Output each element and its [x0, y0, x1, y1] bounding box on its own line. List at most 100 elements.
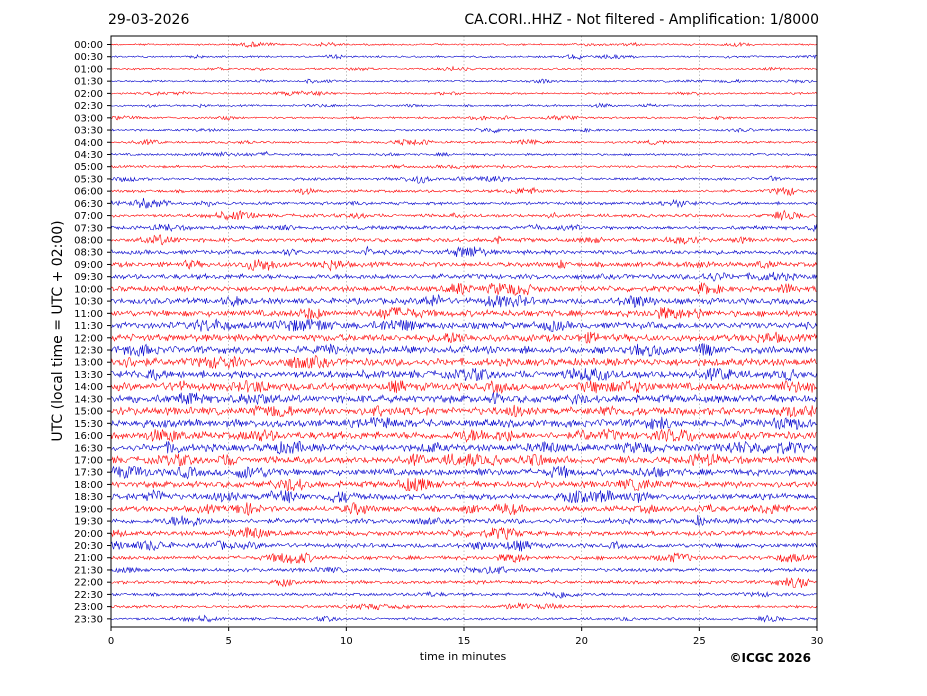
- x-tick-label: 25: [693, 636, 706, 647]
- y-tick-label: 08:00: [74, 236, 103, 247]
- trace-0830: [110, 245, 817, 258]
- y-tick-label: 01:00: [74, 64, 103, 75]
- y-tick-label: 22:00: [74, 578, 103, 589]
- trace-0600: [110, 186, 817, 197]
- y-tick-label: 12:30: [74, 346, 103, 357]
- trace-0800: [110, 234, 817, 246]
- copyright: ©ICGC 2026: [729, 651, 811, 665]
- trace-0930: [110, 271, 817, 282]
- trace-1800: [110, 478, 817, 492]
- trace-0430: [110, 150, 817, 158]
- trace-1730: [110, 465, 817, 480]
- trace-1900: [110, 502, 817, 516]
- y-tick-label: 17:30: [74, 468, 103, 479]
- trace-2300: [110, 602, 817, 611]
- trace-2000: [110, 526, 817, 541]
- trace-0000: [110, 41, 817, 48]
- trace-1230: [110, 342, 817, 358]
- trace-0900: [110, 259, 817, 272]
- y-tick-label: 23:30: [74, 614, 103, 625]
- trace-0230: [110, 102, 817, 109]
- trace-2100: [110, 552, 817, 564]
- trace-0630: [110, 197, 817, 209]
- y-tick-label: 06:30: [74, 199, 103, 210]
- y-tick-label: 02:30: [74, 101, 103, 112]
- trace-1030: [110, 293, 817, 309]
- trace-1430: [110, 392, 817, 406]
- trace-2230: [110, 591, 817, 599]
- y-tick-label: 19:30: [74, 517, 103, 528]
- trace-2030: [110, 540, 817, 552]
- y-tick-label: 20:30: [74, 541, 103, 552]
- x-tick-label: 30: [811, 636, 824, 647]
- trace-0530: [110, 175, 817, 184]
- y-tick-label: 07:00: [74, 211, 103, 222]
- y-tick-label: 08:30: [74, 248, 103, 259]
- y-tick-label: 16:00: [74, 431, 103, 442]
- y-tick-label: 14:00: [74, 382, 103, 393]
- y-tick-label: 14:30: [74, 394, 103, 405]
- y-tick-label: 21:00: [74, 553, 103, 564]
- trace-0330: [110, 127, 817, 134]
- trace-1700: [110, 452, 817, 467]
- chart-title: CA.CORI..HHZ - Not filtered - Amplificat…: [464, 12, 819, 28]
- x-tick-label: 10: [340, 636, 353, 647]
- y-tick-label: 02:00: [74, 89, 103, 100]
- x-tick-label: 0: [108, 636, 114, 647]
- y-tick-label: 18:30: [74, 492, 103, 503]
- y-tick-label: 21:30: [74, 565, 103, 576]
- y-axis-label: UTC (local time = UTC + 02:00): [50, 220, 66, 442]
- y-tick-label: 06:00: [74, 187, 103, 198]
- y-tick-label: 00:30: [74, 52, 103, 63]
- trace-1630: [110, 440, 817, 455]
- y-tick-label: 13:00: [74, 358, 103, 369]
- date-label: 29-03-2026: [108, 12, 190, 28]
- trace-2330: [110, 614, 817, 623]
- x-axis-ticks: 0 5 10 15 20 25 30: [108, 627, 824, 647]
- trace-1130: [111, 318, 817, 332]
- trace-1530: [110, 416, 817, 430]
- trace-2130: [110, 566, 817, 575]
- trace-1930: [110, 514, 817, 528]
- y-tick-label: 03:30: [74, 126, 103, 137]
- trace-1000: [110, 282, 817, 296]
- trace-2200: [111, 577, 817, 589]
- trace-1400: [110, 379, 817, 394]
- y-tick-label: 04:30: [74, 150, 103, 161]
- y-tick-label: 12:00: [74, 333, 103, 344]
- trace-0130: [110, 78, 817, 85]
- y-tick-label: 13:30: [74, 370, 103, 381]
- trace-0300: [110, 115, 817, 121]
- y-tick-label: 18:00: [74, 480, 103, 491]
- y-tick-label: 09:00: [74, 260, 103, 271]
- y-tick-label: 05:30: [74, 174, 103, 185]
- y-tick-label: 16:30: [74, 443, 103, 454]
- x-tick-label: 20: [575, 636, 588, 647]
- y-tick-label: 00:00: [74, 40, 103, 51]
- grid: [228, 36, 700, 627]
- y-tick-label: 10:00: [74, 284, 103, 295]
- y-tick-label: 03:00: [74, 113, 103, 124]
- y-tick-label: 05:00: [74, 162, 103, 173]
- trace-1200: [110, 331, 817, 344]
- trace-1500: [110, 404, 817, 418]
- trace-1330: [110, 367, 817, 382]
- seismic-traces: [110, 41, 817, 623]
- y-tick-label: 07:30: [74, 223, 103, 234]
- trace-1300: [110, 355, 817, 370]
- trace-1830: [110, 489, 817, 504]
- trace-0030: [110, 53, 817, 61]
- y-tick-label: 17:00: [74, 455, 103, 466]
- trace-0500: [110, 163, 817, 170]
- trace-0700: [110, 209, 817, 221]
- trace-1600: [110, 428, 817, 443]
- x-axis-label: time in minutes: [419, 650, 507, 663]
- y-tick-label: 20:00: [74, 529, 103, 540]
- y-tick-label: 11:00: [74, 309, 103, 320]
- y-tick-label: 11:30: [74, 321, 103, 332]
- y-tick-label: 19:00: [74, 504, 103, 515]
- y-tick-label: 15:30: [74, 419, 103, 430]
- trace-1100: [110, 307, 817, 320]
- y-tick-label: 23:00: [74, 602, 103, 613]
